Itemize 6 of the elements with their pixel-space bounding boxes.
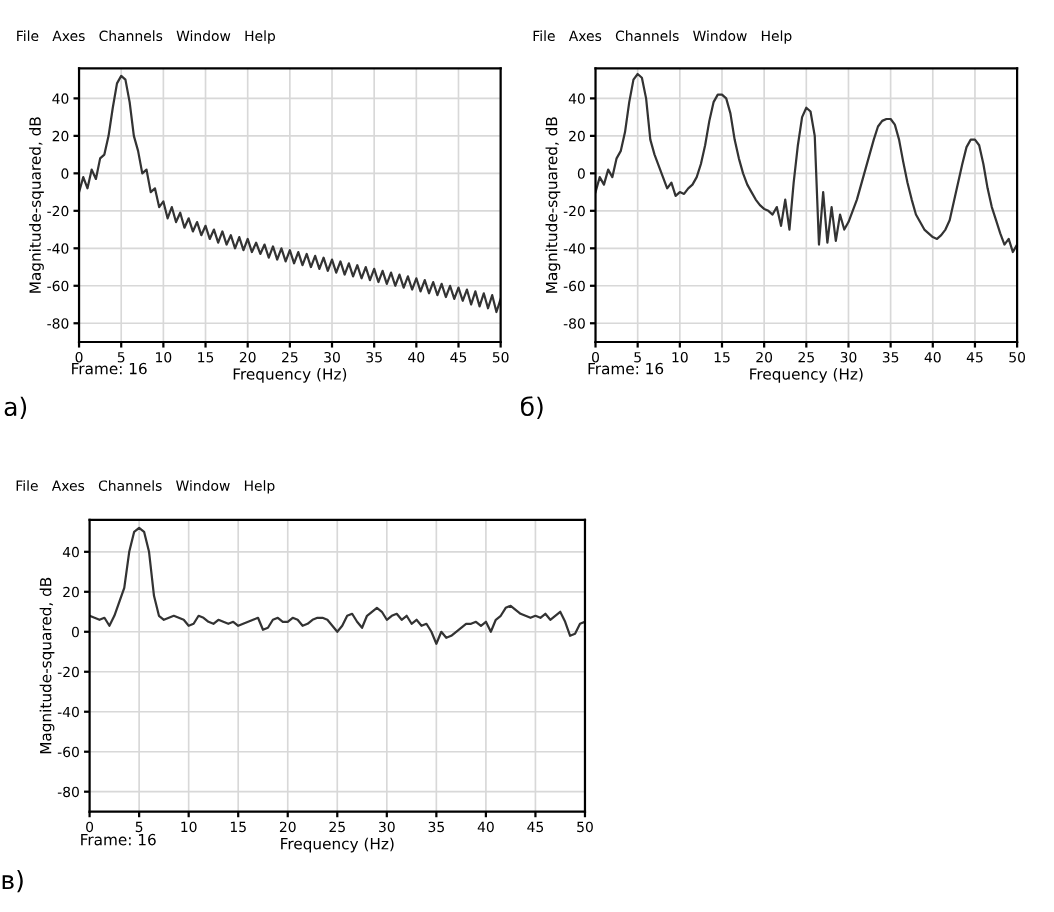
line-series [79,74,501,314]
line-series [89,526,585,645]
line-series [595,72,1018,254]
text: а) [4,396,27,420]
text: в) [2,870,23,893]
text: б) [520,396,543,420]
